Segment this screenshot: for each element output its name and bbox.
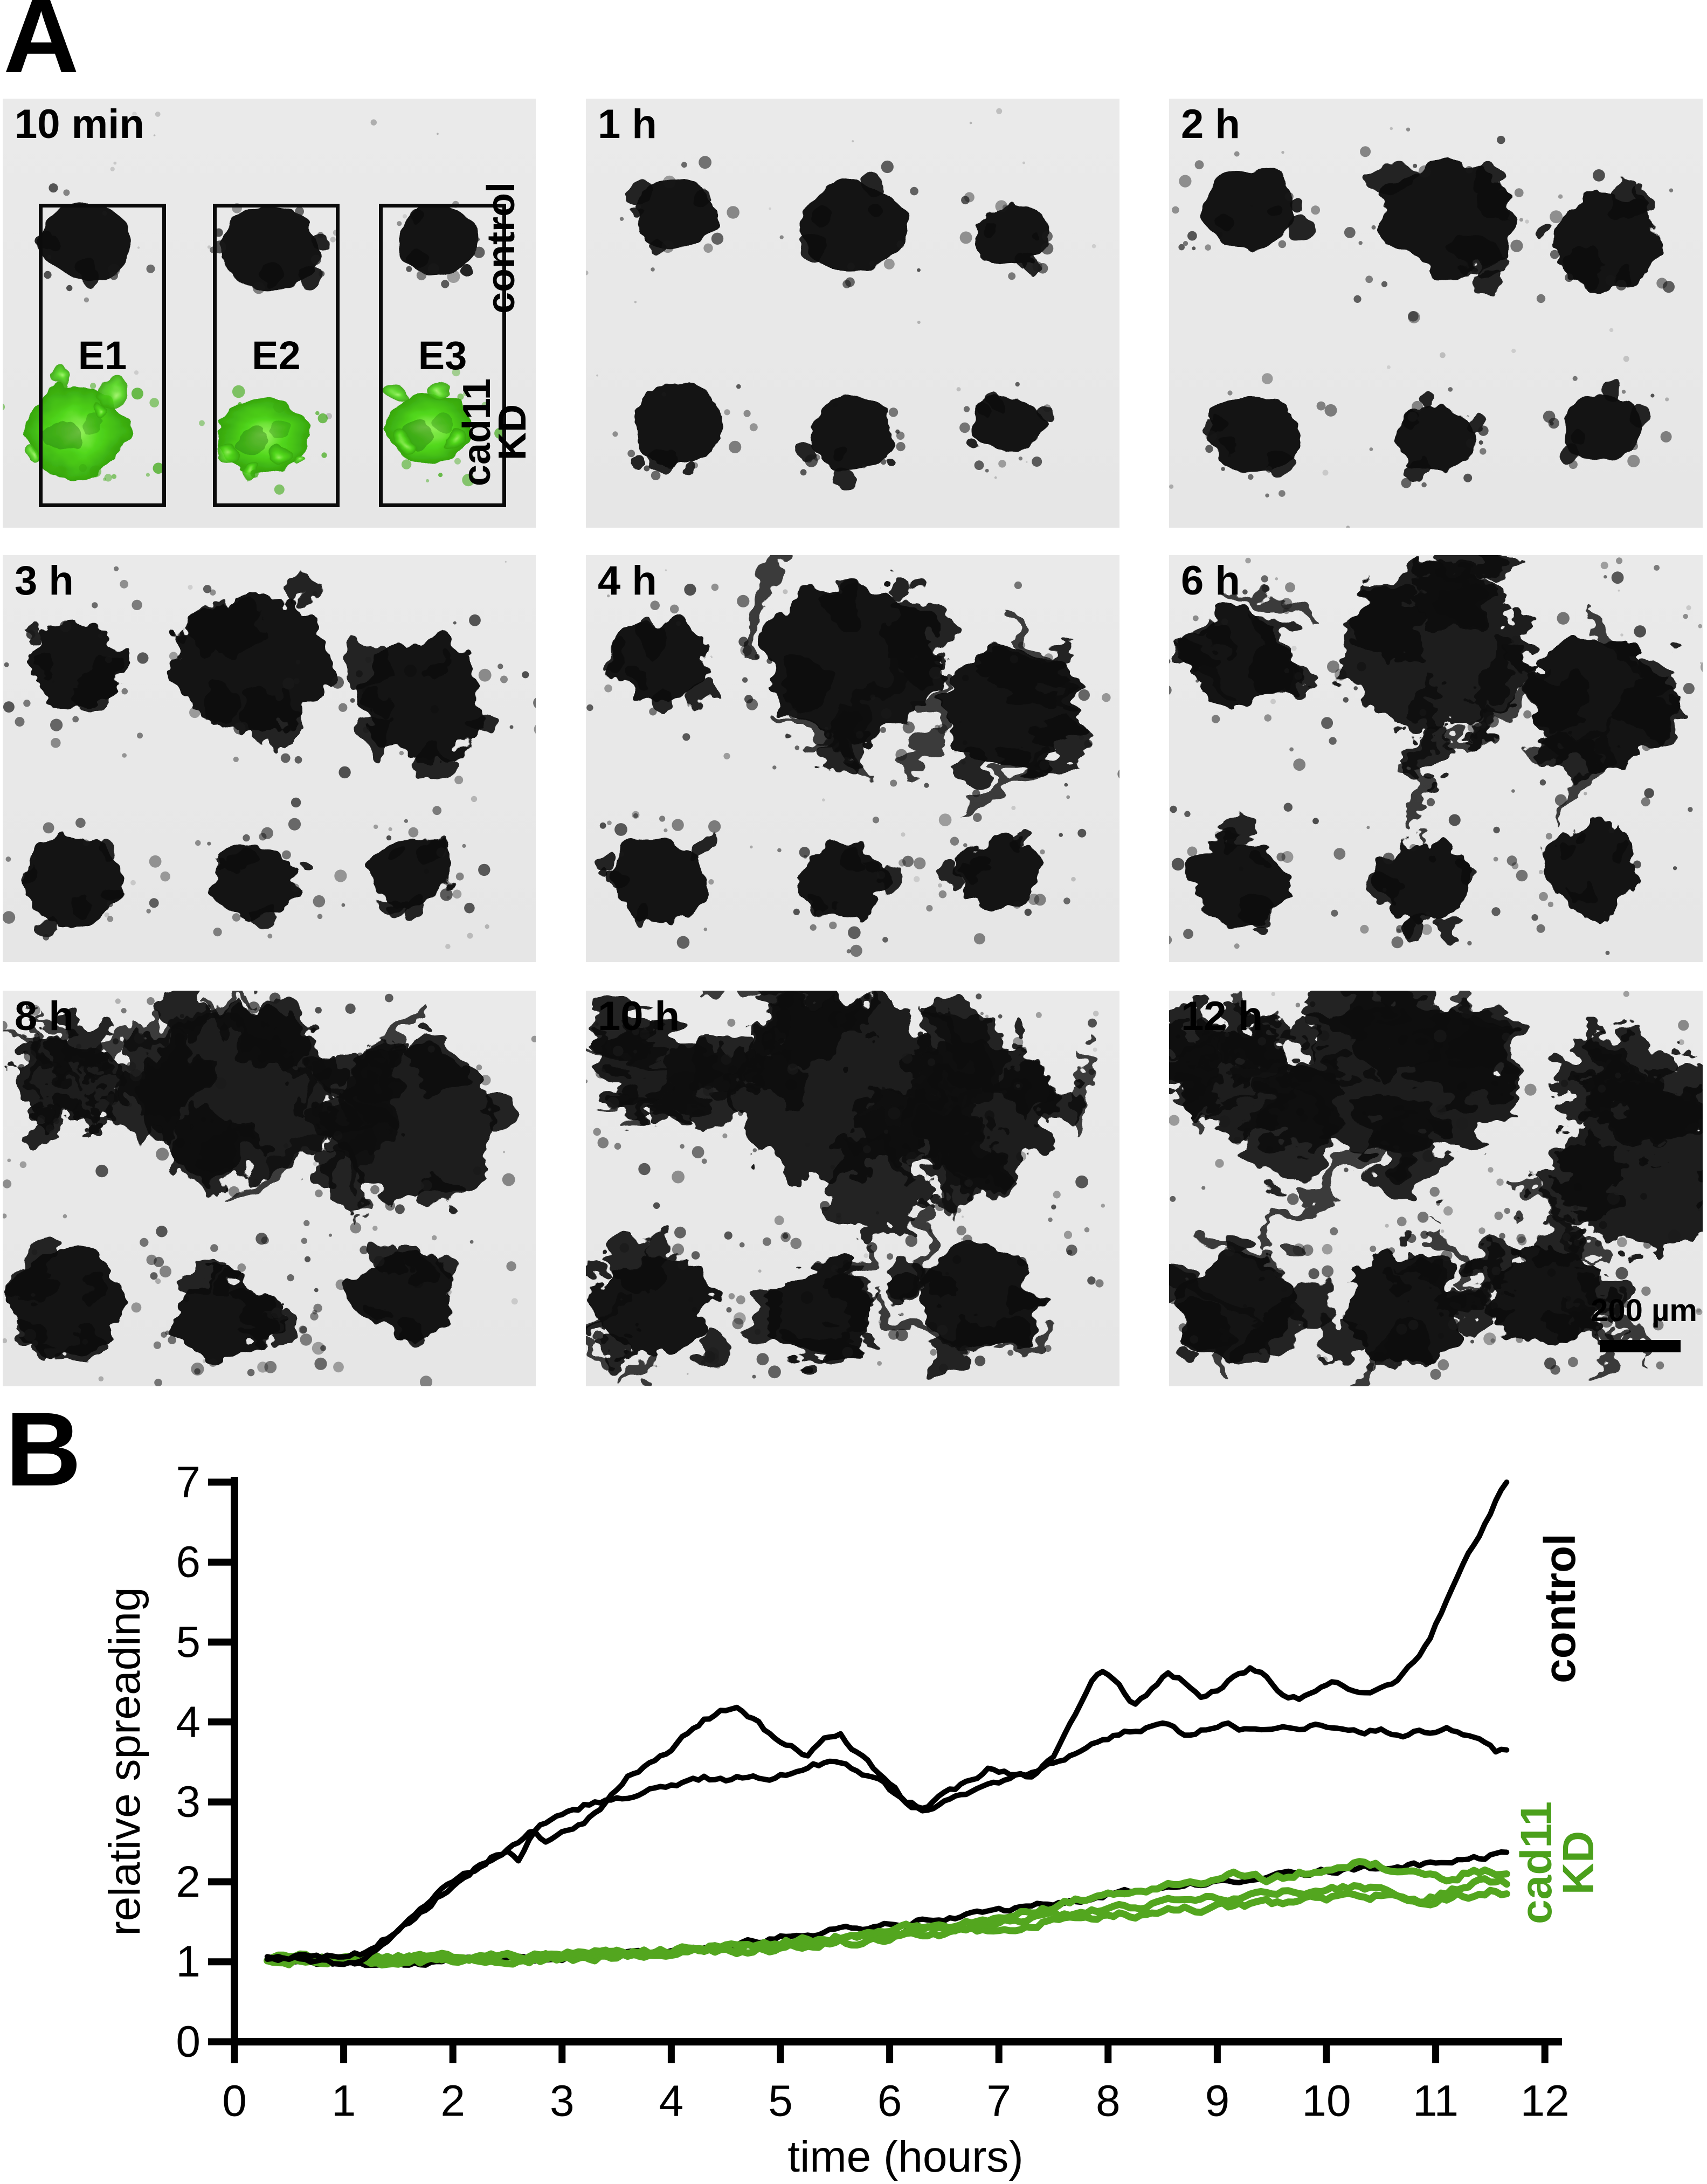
y-tick-label: 3 bbox=[176, 1778, 201, 1827]
y-tick-label: 1 bbox=[176, 1937, 201, 1986]
micrograph-tile-4h: 4 h bbox=[586, 555, 1119, 962]
y-tick-label: 6 bbox=[176, 1538, 201, 1587]
x-tick-label: 2 bbox=[440, 2077, 465, 2126]
explant-box-E3: E3 bbox=[379, 204, 506, 508]
tile-time-label: 2 h bbox=[1181, 101, 1240, 147]
x-axis-title: time (hours) bbox=[787, 2132, 1024, 2181]
x-tick-label: 9 bbox=[1205, 2077, 1230, 2126]
series-cad11-kd-e2 bbox=[264, 1875, 1510, 1966]
row-label-control: control bbox=[480, 182, 523, 314]
x-tick-label: 5 bbox=[768, 2077, 793, 2126]
y-tick-label: 7 bbox=[176, 1457, 201, 1506]
x-tick-label: 12 bbox=[1521, 2077, 1570, 2126]
x-tick-label: 10 bbox=[1302, 2077, 1351, 2126]
y-tick-label: 0 bbox=[176, 2017, 201, 2066]
micrograph-image bbox=[3, 112, 506, 495]
x-tick-label: 6 bbox=[877, 2077, 902, 2126]
tile-time-label: 10 min bbox=[15, 101, 144, 147]
y-axis-title: relative spreading bbox=[100, 1587, 149, 1936]
row-label-cad11-kd: cad11 KD bbox=[455, 378, 534, 486]
y-tick-label: 2 bbox=[176, 1857, 201, 1906]
micrograph-tile-10min: 10 min E1 E2 E3 bbox=[3, 99, 536, 528]
explant-label: E1 bbox=[78, 333, 127, 378]
x-tick-label: 11 bbox=[1413, 2077, 1459, 2126]
micrograph-image bbox=[3, 991, 536, 1386]
micrograph-image bbox=[586, 108, 1096, 488]
y-tick-label: 5 bbox=[176, 1618, 201, 1667]
tile-time-label: 6 h bbox=[1181, 558, 1240, 604]
tile-time-label: 10 h bbox=[598, 993, 680, 1039]
micrograph-image bbox=[586, 555, 1119, 957]
micrograph-tile-12h: 12 h bbox=[1169, 991, 1703, 1386]
tile-time-label: 1 h bbox=[598, 101, 657, 147]
y-tick-label: 4 bbox=[176, 1697, 201, 1746]
scale-bar bbox=[1600, 1340, 1681, 1352]
micrograph-tile-6h: 6 h bbox=[1169, 555, 1703, 962]
x-tick-label: 1 bbox=[331, 2077, 356, 2126]
legend-control: control bbox=[1536, 1533, 1585, 1683]
explant-label: E2 bbox=[252, 333, 301, 378]
micrograph-image bbox=[586, 991, 1105, 1386]
panel-a-letter: A bbox=[3, 0, 79, 95]
explant-label: E3 bbox=[418, 333, 467, 378]
panel-b-letter: B bbox=[5, 1391, 81, 1508]
micrograph-tile-2h: 2 h bbox=[1169, 99, 1703, 528]
tile-time-label: 3 h bbox=[15, 558, 74, 604]
tile-time-label: 4 h bbox=[598, 558, 657, 604]
x-tick-label: 4 bbox=[659, 2077, 684, 2126]
x-tick-label: 3 bbox=[550, 2077, 575, 2126]
explant-box-E2: E2 bbox=[212, 204, 340, 508]
micrograph-tile-1h: 1 h bbox=[586, 99, 1119, 528]
legend-cad11-kd: cad11 KD bbox=[1512, 1801, 1603, 1924]
micrograph-image bbox=[3, 561, 536, 949]
micrograph-tile-10h: 10 h bbox=[586, 991, 1119, 1386]
tile-time-label: 8 h bbox=[15, 993, 74, 1039]
series-cad11-kd-e1 bbox=[264, 1858, 1510, 1965]
tile-time-label: 12 h bbox=[1181, 993, 1263, 1039]
x-tick-label: 8 bbox=[1096, 2077, 1121, 2126]
legend-kd-line2: KD bbox=[1554, 1830, 1603, 1895]
x-tick-label: 7 bbox=[986, 2077, 1011, 2126]
scale-bar-label: 200 µm bbox=[1591, 1293, 1697, 1328]
micrograph-image bbox=[1169, 991, 1703, 1386]
micrograph-tile-8h: 8 h bbox=[3, 991, 536, 1386]
micrograph-image bbox=[1169, 555, 1703, 955]
micrograph-image bbox=[1169, 127, 1675, 528]
series-control-e1 bbox=[264, 1479, 1510, 1962]
micrograph-tile-3h: 3 h bbox=[3, 555, 536, 962]
row-label-kd-line2: KD bbox=[491, 404, 534, 460]
x-tick-label: 0 bbox=[222, 2077, 247, 2126]
explant-box-E1: E1 bbox=[39, 204, 166, 508]
series-control-e2 bbox=[264, 1720, 1510, 1967]
